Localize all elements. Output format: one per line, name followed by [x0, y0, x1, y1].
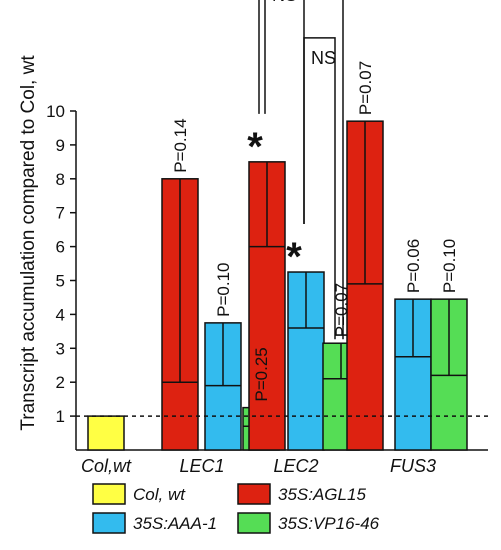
y-tick-label: 2: [56, 373, 65, 392]
bar: [204, 322, 242, 451]
ns-label-left: NS: [272, 0, 297, 5]
group-label: Col,wt: [81, 456, 132, 476]
y-tick-label: 4: [56, 305, 65, 324]
y-tick-label: 7: [56, 204, 65, 223]
annotations: P=0.14 P=0.10 P=0.25 * * P=0.07 P=0.07 P=0.06 P=…: [171, 0, 459, 402]
bar: [87, 415, 125, 451]
y-axis-label: Transcript accumulation compared to Col,…: [18, 55, 39, 431]
p-value-label: P=0.07: [332, 283, 351, 337]
bars: [87, 120, 468, 451]
group-label: LEC2: [273, 456, 318, 476]
legend-label: Col, wt: [133, 485, 186, 504]
legend-label: 35S:AAA-1: [133, 514, 217, 533]
y-tick-label: 10: [46, 102, 65, 121]
y-tick-label: 6: [56, 238, 65, 257]
bracket-right: [303, 37, 336, 340]
p-value-label: P=0.14: [171, 118, 190, 172]
group-label: LEC1: [179, 456, 224, 476]
y-tick-label: 1: [56, 407, 65, 426]
p-value-label: P=0.07: [356, 61, 375, 115]
significance-asterisk: *: [247, 125, 263, 169]
legend-label: 35S:AGL15: [278, 485, 366, 504]
group-label: FUS3: [390, 456, 436, 476]
significance-asterisk: *: [286, 235, 302, 279]
p-value-label: P=0.06: [404, 239, 423, 293]
y-tick-label: 5: [56, 272, 65, 291]
y-tick-label: 3: [56, 339, 65, 358]
legend-swatch: [237, 512, 271, 534]
legend-swatch: [92, 483, 126, 505]
legend-swatch: [237, 483, 271, 505]
y-tick-label: 8: [56, 170, 65, 189]
legend-label: 35S:VP16-46: [278, 514, 380, 533]
ns-label-right: NS: [311, 48, 336, 68]
p-value-label: P=0.10: [214, 263, 233, 317]
x-axis-group-labels: Col,wt LEC1 LEC2 FUS3: [81, 456, 436, 476]
y-tick-label: 9: [56, 136, 65, 155]
p-value-label: P=0.25: [252, 347, 271, 401]
p-value-label: P=0.10: [440, 239, 459, 293]
legend: Col, wt 35S:AGL15 35S:AAA-1 35S:VP16-46: [92, 483, 380, 534]
legend-swatch: [92, 512, 126, 534]
y-axis-ticks: 1 2 3 4 5 6 7 8 9 10: [46, 102, 76, 426]
bracket-outer: [258, 0, 344, 340]
